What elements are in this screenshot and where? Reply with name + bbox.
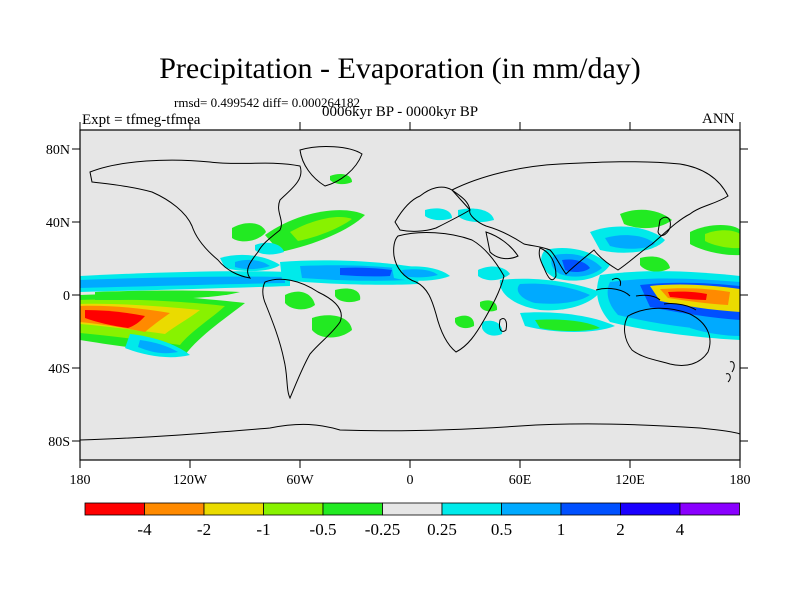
pme-region [517,283,590,304]
colorbar-label: -2 [197,520,211,539]
lon-tick-label: 180 [70,473,91,488]
pme-region [705,230,740,249]
experiment-line: Expt = tfmeg-tfmea [82,112,201,128]
coast-india [538,247,557,281]
colorbar-label: 0.5 [491,520,512,539]
colorbar-label: 1 [557,520,566,539]
pme-region [85,310,145,328]
lat-tick-label: 0 [63,289,70,304]
coast-japan [657,216,671,236]
lon-tick-label: 60W [286,473,314,488]
colorbar-label: -0.5 [310,520,337,539]
pme-region [138,340,178,354]
coast-madagascar [499,317,507,333]
coast-arabia [485,231,519,260]
colorbar-box [322,502,383,516]
pme-region [285,291,315,310]
pme-region [340,267,392,277]
pme-region [80,276,285,288]
colorbar-box [382,502,443,516]
pme-region [235,259,270,270]
colorbar-label: 4 [676,520,685,539]
colorbar-label: -1 [256,520,270,539]
pme-region [425,208,452,221]
lon-labels: 180 120W 60W 0 60E 120E 180 [70,473,751,488]
lon-tick-label: 180 [730,473,751,488]
lat-axis [72,148,748,442]
coast-europe [394,186,471,232]
lat-labels: 80N 40N 0 40S 80S [46,143,70,450]
season-label: ANN [702,111,735,127]
pme-region [455,315,475,329]
pme-region [478,266,510,281]
coast-new-zealand [725,361,735,383]
colorbar-box [620,502,681,516]
pme-region [312,315,352,338]
pme-region [402,269,438,278]
coast-australia [624,307,711,366]
lat-tick-label: 40N [46,216,70,231]
coast-greenland [299,146,363,187]
coast-antarctica [80,423,740,441]
lon-tick-label: 60E [509,473,532,488]
pme-region [668,291,707,300]
lat-tick-label: 80S [48,435,70,450]
colorbar-box [84,502,145,516]
plot-title: Precipitation - Evaporation (in mm/day) [159,52,641,85]
coast-africa [393,232,505,353]
lon-tick-label: 120E [615,473,645,488]
colorbar-box [560,502,621,516]
pme-region [290,216,352,241]
colorbar-box [679,502,740,516]
colorbar-box [203,502,264,516]
pme-region [640,256,670,272]
coast-north-america [89,159,302,279]
pme-region [605,235,655,249]
lon-axis [79,122,741,468]
coast-indonesia [595,277,697,311]
colorbar: -4 -2 -1 -0.5 -0.25 0.25 0.5 1 2 4 [84,502,740,539]
pme-region [482,320,503,336]
pme-region [335,288,361,303]
lon-tick-label: 0 [407,473,414,488]
pme-region [95,290,240,300]
colorbar-box [144,502,205,516]
colorbar-label: 2 [616,520,625,539]
pme-region [535,319,600,331]
colorbar-label: -0.25 [365,520,400,539]
lat-tick-label: 40S [48,362,70,377]
coastlines [80,146,740,441]
colorbar-box [441,502,502,516]
pme-region [562,259,590,273]
lon-tick-label: 120W [173,473,208,488]
coast-south-america [262,278,342,400]
coast-asia [451,161,729,275]
pme-field [80,174,740,358]
pme-region [232,223,266,242]
colorbar-label: 0.25 [427,520,457,539]
colorbar-label: -4 [137,520,152,539]
colorbar-box [263,502,324,516]
stats-line: rmsd= 0.499542 diff= 0.000264182 [174,95,360,110]
period-line: 0006kyr BP - 0000kyr BP [322,104,479,120]
lat-tick-label: 80N [46,143,70,158]
colorbar-box [501,502,562,516]
